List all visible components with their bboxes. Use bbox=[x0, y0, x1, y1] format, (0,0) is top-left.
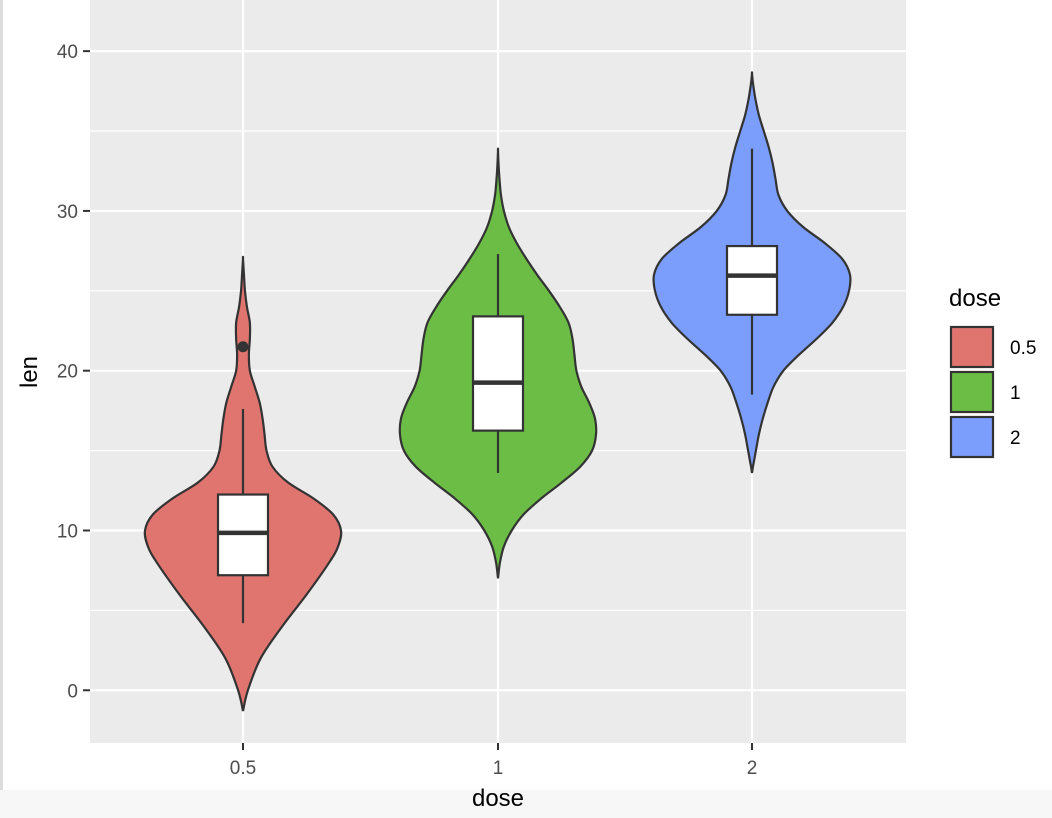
y-tick-label: 40 bbox=[57, 42, 78, 63]
x-tick-label: 1 bbox=[493, 758, 504, 779]
y-tick-label: 30 bbox=[57, 202, 78, 223]
y-tick-label: 0 bbox=[67, 681, 78, 702]
box-1 bbox=[471, 315, 525, 432]
y-axis-title: len bbox=[16, 356, 43, 388]
violins bbox=[143, 71, 852, 712]
legend: dose 0.5 1 2 bbox=[949, 285, 1036, 459]
legend-key-0.5 bbox=[949, 325, 995, 369]
legend-label-2: 2 bbox=[1010, 428, 1021, 449]
y-tick-label: 20 bbox=[57, 362, 78, 383]
legend-key-2 bbox=[949, 415, 995, 459]
x-tick-label: 2 bbox=[747, 758, 758, 779]
legend-key-1 bbox=[949, 370, 995, 414]
box-2 bbox=[725, 244, 779, 316]
y-tick-label: 10 bbox=[57, 521, 78, 542]
window-bottom-edge bbox=[0, 790, 1052, 818]
legend-label-0.5: 0.5 bbox=[1010, 338, 1036, 359]
y-axis: 0 10 20 30 40 bbox=[57, 42, 90, 702]
x-axis-title: dose bbox=[472, 785, 524, 812]
x-axis: 0.5 1 2 bbox=[230, 743, 758, 779]
window-left-edge bbox=[0, 0, 3, 790]
outlier-point-0.5 bbox=[237, 341, 249, 353]
legend-label-1: 1 bbox=[1010, 383, 1021, 404]
x-tick-label: 0.5 bbox=[230, 758, 256, 779]
legend-title: dose bbox=[949, 285, 1001, 312]
